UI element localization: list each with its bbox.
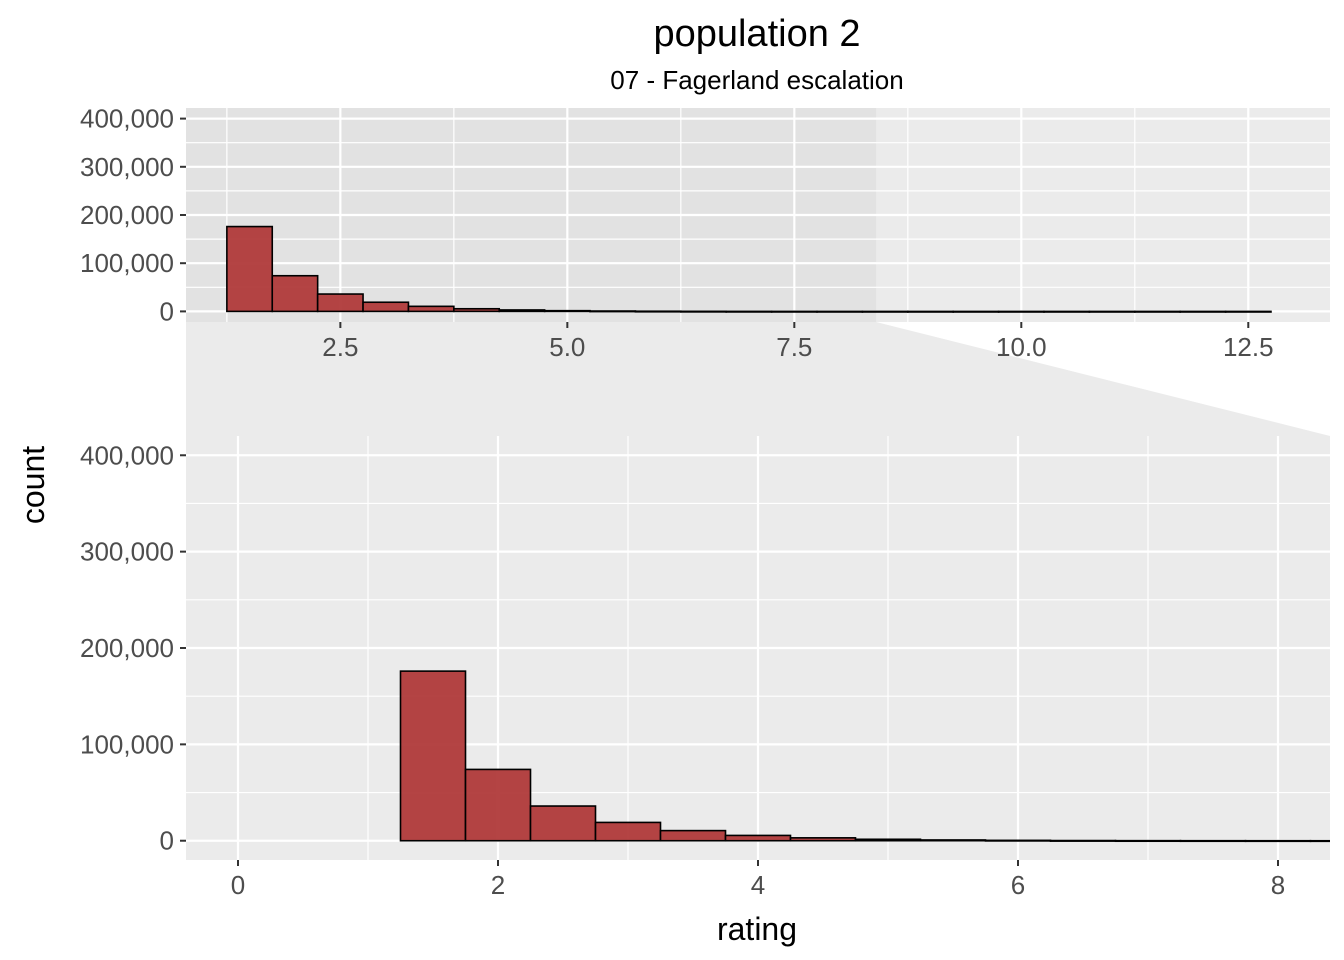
zoom-bar	[529, 805, 597, 842]
zoom-x-tick-label: 4	[751, 870, 765, 900]
overview-bar	[453, 307, 501, 313]
overview-bar	[952, 310, 1000, 313]
zoom-connector	[186, 322, 1330, 436]
zoom-x-tick-label: 6	[1011, 870, 1025, 900]
overview-bar	[816, 310, 864, 313]
overview-bar	[407, 305, 455, 313]
overview-bar	[861, 310, 909, 313]
zoom-y-tick-label: 400,000	[80, 440, 174, 470]
zoom-panel: 0 2 4 6 8 0 100,000 200,000 300,000 400,000	[80, 436, 1330, 900]
zoom-bar	[789, 837, 857, 842]
overview-bar	[543, 309, 591, 313]
zoom-bar	[464, 768, 532, 842]
y-axis-title: count	[15, 446, 51, 524]
overview-y-tick-label: 0	[160, 296, 174, 326]
overview-x-tick-label: 12.5	[1223, 332, 1274, 362]
zoom-y-tick-label: 200,000	[80, 633, 174, 663]
zoom-bar	[1179, 839, 1247, 843]
chart-title: population 2	[653, 13, 860, 55]
overview-y-tick-label: 200,000	[80, 200, 174, 230]
zoom-x-tick-label: 2	[491, 870, 505, 900]
overview-bar	[1043, 310, 1091, 313]
overview-bar	[680, 310, 728, 313]
zoom-bar	[724, 834, 792, 842]
zoom-bar	[984, 839, 1052, 842]
overview-y-tick-label: 100,000	[80, 248, 174, 278]
overview-x-tick-label: 10.0	[996, 332, 1047, 362]
zoom-bar	[594, 821, 662, 842]
zoom-x-tick-label: 8	[1271, 870, 1285, 900]
zoom-bar	[1114, 839, 1182, 843]
overview-bars	[226, 225, 1272, 313]
zoom-y-tick-label: 0	[160, 826, 174, 856]
overview-bar	[1088, 310, 1136, 313]
overview-bar	[725, 310, 773, 313]
overview-panel: 2.5 5.0 7.5 10.0 12.5 0 100,000 200,000 300,000 4…	[80, 104, 1330, 362]
overview-bar	[770, 310, 818, 313]
overview-bar	[634, 310, 682, 313]
zoom-x-tick-label: 0	[231, 870, 245, 900]
overview-bar	[226, 225, 274, 313]
overview-bar	[498, 309, 546, 313]
overview-bar	[997, 310, 1045, 313]
overview-x-tick-label: 2.5	[322, 332, 358, 362]
overview-bar	[362, 301, 410, 313]
overview-x-tick-label: 5.0	[549, 332, 585, 362]
zoom-bar	[1309, 839, 1330, 843]
overview-x-tick-label: 7.5	[776, 332, 812, 362]
zoom-bar	[1244, 839, 1312, 843]
zoom-bar	[919, 839, 987, 842]
overview-bar	[271, 274, 319, 313]
zoom-y-tick-label: 100,000	[80, 729, 174, 759]
zoom-bars	[399, 670, 1330, 843]
x-axis-title: rating	[717, 911, 797, 947]
overview-y-tick-label: 400,000	[80, 104, 174, 134]
overview-bar	[1224, 310, 1272, 313]
chart-subtitle: 07 - Fagerland escalation	[610, 65, 903, 95]
overview-bar	[1133, 310, 1181, 313]
overview-bar	[907, 310, 955, 313]
overview-y-tick-label: 300,000	[80, 152, 174, 182]
zoom-bar	[1049, 839, 1117, 842]
zoom-y-tick-label: 300,000	[80, 537, 174, 567]
overview-bar	[1179, 310, 1227, 313]
overview-bar	[316, 293, 364, 313]
overview-bar	[589, 310, 637, 313]
zoom-bar	[854, 838, 922, 842]
zoom-bar	[399, 670, 467, 842]
zoom-bar	[659, 829, 727, 842]
